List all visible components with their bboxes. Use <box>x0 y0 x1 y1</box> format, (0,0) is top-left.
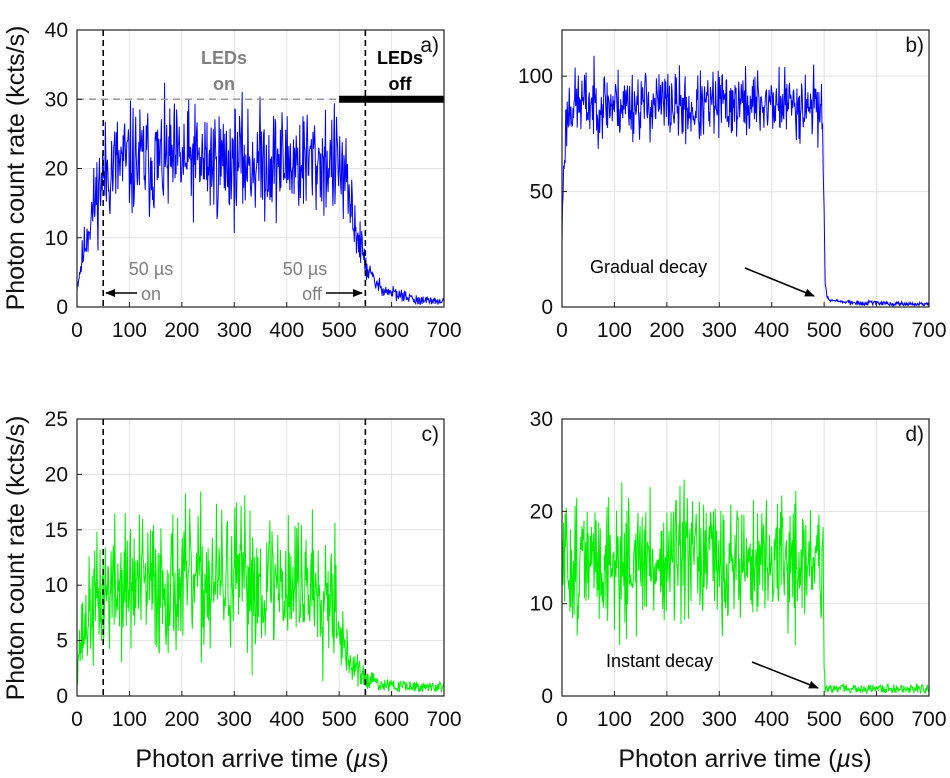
x-tick-label: 0 <box>556 319 568 342</box>
y-axis-label-bottom: Photon count rate (kcts/s) <box>2 416 30 701</box>
x-tick-label: 500 <box>807 319 842 342</box>
leds-off-label: LEDs <box>377 48 423 68</box>
y-tick-label: 20 <box>45 158 68 181</box>
series-line <box>561 479 930 695</box>
leds-on-label-2: on <box>213 74 235 94</box>
gradual-decay-label: Gradual decay <box>590 257 707 277</box>
x-tick-label: 0 <box>71 708 83 731</box>
on-delay-label-2: on <box>141 284 161 304</box>
leds-on-label: LEDs <box>201 48 247 68</box>
gradual-decay-arrow <box>744 267 815 297</box>
panel-d-annotations: Instant decay <box>606 651 819 689</box>
panel-letter: c) <box>422 423 440 446</box>
y-tick-label: 50 <box>530 181 553 204</box>
x-tick-label: 300 <box>702 319 737 342</box>
y-tick-label: 5 <box>56 630 68 653</box>
x-tick-label: 500 <box>807 708 842 731</box>
y-tick-label: 0 <box>56 685 68 708</box>
y-tick-label: 10 <box>45 227 68 250</box>
x-tick-label: 500 <box>322 708 357 731</box>
x-tick-label: 0 <box>71 319 83 342</box>
instant-decay-arrow <box>751 661 819 689</box>
x-tick-label: 200 <box>649 319 684 342</box>
x-tick-label: 700 <box>911 319 946 342</box>
x-tick-label: 0 <box>556 708 568 731</box>
series-line <box>561 55 929 308</box>
axes-frame <box>561 418 930 697</box>
x-tick-label: 500 <box>322 319 357 342</box>
axes-frame <box>76 418 445 697</box>
y-tick-label: 25 <box>45 408 68 431</box>
x-tick-label: 100 <box>112 319 147 342</box>
panel-letter: b) <box>905 34 924 57</box>
x-tick-label: 400 <box>269 708 304 731</box>
panel-a-annotations: LEDs on LEDs off 50 µs on 50 µs off <box>105 48 423 304</box>
panel-c-chart: 0 100 200 300 400 500 600 700 0 5 10 15 20 25 c) <box>45 408 462 731</box>
x-tick-label: 700 <box>426 319 461 342</box>
x-tick-label: 100 <box>597 708 632 731</box>
y-tick-label: 0 <box>56 296 68 319</box>
on-delay-label: 50 µs <box>129 259 173 279</box>
off-delay-label: 50 µs <box>283 259 327 279</box>
x-tick-label: 400 <box>269 319 304 342</box>
panel-letter: a) <box>420 34 439 57</box>
x-tick-label: 300 <box>217 319 252 342</box>
instant-decay-label: Instant decay <box>606 651 713 671</box>
x-tick-label: 200 <box>649 708 684 731</box>
x-tick-label: 100 <box>112 708 147 731</box>
y-tick-label: 30 <box>45 88 68 111</box>
y-tick-label: 30 <box>530 408 553 431</box>
y-tick-label: 0 <box>541 685 553 708</box>
axes-frame <box>561 29 930 308</box>
x-tick-label: 400 <box>754 319 789 342</box>
x-tick-label: 300 <box>217 708 252 731</box>
panel-b-chart: 0 100 200 300 400 500 600 700 0 50 100 b) <box>518 29 947 342</box>
y-tick-label: 0 <box>541 296 553 319</box>
x-tick-label: 700 <box>426 708 461 731</box>
series-line <box>76 491 445 693</box>
y-tick-label: 40 <box>45 19 68 42</box>
x-tick-label: 400 <box>754 708 789 731</box>
leds-off-label-2: off <box>389 74 413 94</box>
y-tick-label: 20 <box>45 463 68 486</box>
y-tick-label: 15 <box>45 519 68 542</box>
panel-a-chart: 0 100 200 300 400 500 600 700 0 10 20 30 40 a) <box>45 19 462 342</box>
x-tick-label: 200 <box>164 708 199 731</box>
y-tick-label: 100 <box>518 65 553 88</box>
x-tick-label: 600 <box>859 708 894 731</box>
y-axis-label-top: Photon count rate (kcts/s) <box>2 26 30 311</box>
y-tick-label: 10 <box>45 574 68 597</box>
panel-letter: d) <box>905 423 924 446</box>
x-axis-label-right: Photon arrive time (µs) <box>618 745 871 773</box>
y-tick-label: 10 <box>530 593 553 616</box>
panel-b-annotations: Gradual decay <box>590 257 815 297</box>
x-tick-label: 600 <box>374 319 409 342</box>
x-tick-label: 600 <box>859 319 894 342</box>
off-delay-label-2: off <box>302 284 323 304</box>
x-tick-label: 200 <box>164 319 199 342</box>
x-axis-label-left: Photon arrive time (µs) <box>135 745 388 773</box>
x-tick-label: 100 <box>597 319 632 342</box>
x-tick-label: 700 <box>911 708 946 731</box>
series-line <box>76 82 445 306</box>
x-tick-label: 300 <box>702 708 737 731</box>
x-tick-label: 600 <box>374 708 409 731</box>
panel-d-chart: 0 100 200 300 400 500 600 700 0 10 20 30 d) <box>530 408 947 731</box>
y-tick-label: 20 <box>530 500 553 523</box>
